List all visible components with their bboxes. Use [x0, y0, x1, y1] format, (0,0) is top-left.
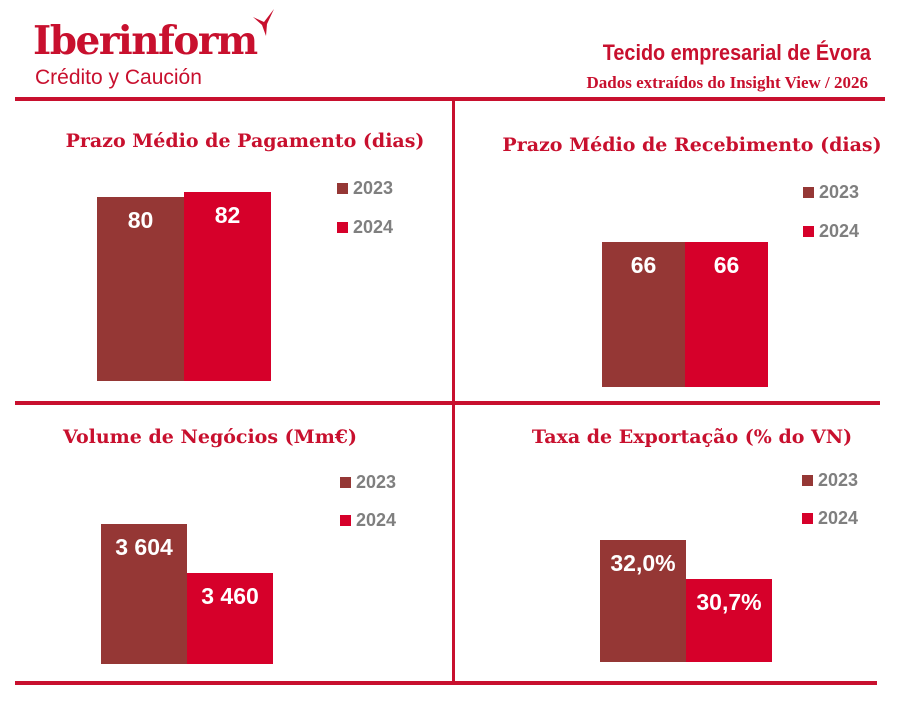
legend-item-2024: 2024 [340, 510, 396, 531]
bar-2023 [602, 241, 685, 387]
legend-label: 2024 [356, 510, 397, 530]
legend-item-2023: 2023 [802, 470, 858, 491]
bottom-divider [15, 681, 877, 685]
chart-title: Taxa de Exportação (% do VN) [531, 426, 853, 448]
bar-2023 [600, 539, 686, 662]
bar-2024 [686, 578, 772, 662]
data-label: 80 [127, 207, 154, 234]
legend-label: 2023 [818, 470, 859, 490]
chart-title: Prazo Médio de Recebimento (dias) [502, 134, 882, 156]
legend-label: 2024 [353, 217, 394, 237]
page-title: Tecido empresarial de Évora [602, 40, 871, 65]
legend-swatch [802, 475, 813, 486]
vertical-divider [452, 99, 455, 683]
data-label: 82 [214, 202, 241, 229]
legend-label: 2024 [818, 508, 859, 528]
legend-swatch [337, 183, 348, 194]
legend-item-2024: 2024 [803, 221, 859, 242]
legend-swatch [802, 513, 813, 524]
chart-title: Prazo Médio de Pagamento (dias) [65, 130, 425, 152]
legend-label: 2023 [353, 178, 394, 198]
data-label: 32,0% [610, 549, 676, 576]
page-subtitle: Dados extraídos do Insight View / 2026 [586, 73, 868, 92]
data-label: 3 460 [201, 582, 259, 609]
logo-subtitle: Crédito y Caución [35, 66, 202, 89]
legend-swatch [340, 477, 351, 488]
plane-logo-icon [253, 9, 274, 36]
legend-label: 2023 [819, 182, 860, 202]
legend-item-2023: 2023 [340, 472, 396, 493]
chart-title: Volume de Negócios (Mm€) [62, 426, 358, 448]
bar-2023 [101, 523, 187, 664]
legend-swatch [803, 226, 814, 237]
legend-item-2023: 2023 [337, 178, 393, 199]
data-label: 3 604 [115, 533, 173, 560]
middle-divider [15, 401, 880, 405]
legend-item-2023: 2023 [803, 182, 859, 203]
legend-item-2024: 2024 [337, 217, 393, 238]
top-divider [15, 97, 885, 101]
bar-2024 [184, 192, 271, 381]
bar-2024 [187, 572, 273, 664]
legend-label: 2024 [819, 221, 860, 241]
legend-swatch [340, 515, 351, 526]
legend-swatch [337, 222, 348, 233]
logo: Iberinform [33, 18, 258, 64]
data-label: 66 [713, 251, 740, 278]
legend-swatch [803, 187, 814, 198]
legend-label: 2023 [356, 472, 397, 492]
data-label: 30,7% [696, 588, 762, 615]
bar-2024 [685, 241, 768, 387]
bar-2023 [97, 197, 184, 381]
data-label: 66 [630, 251, 657, 278]
legend-item-2024: 2024 [802, 508, 858, 529]
